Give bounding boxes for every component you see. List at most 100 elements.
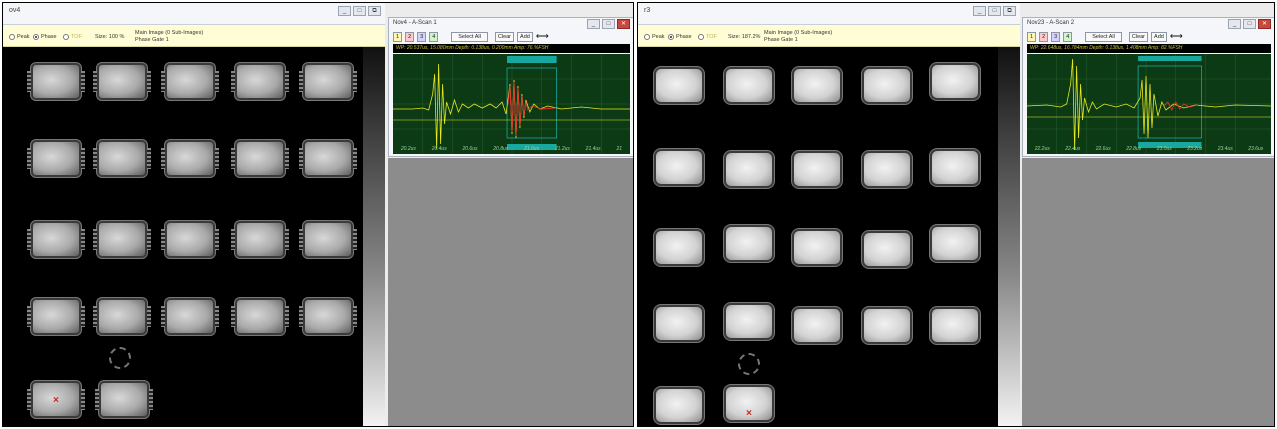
right-ascan-gate-row: 1 2 3 4 Select All Clear Add ⟷ xyxy=(1027,31,1183,42)
gate-1-button[interactable]: 1 xyxy=(393,31,403,42)
maximize-icon[interactable]: □ xyxy=(353,6,366,16)
gate-bar-bottom[interactable] xyxy=(1138,142,1202,148)
resize-arrows-icon[interactable]: ⟷ xyxy=(535,31,549,41)
maximize-icon[interactable]: □ xyxy=(988,6,1001,16)
chip-scan xyxy=(231,65,289,98)
gate-bar-top[interactable] xyxy=(1138,56,1202,61)
chip-scan xyxy=(656,307,702,340)
radio-icon xyxy=(644,34,650,40)
left-ascan-readout: WP: 20.537us, 15.080mm Depth: 0.138us, 0… xyxy=(393,44,630,53)
left-ascan-gate-row: 1 2 3 4 Select All Clear Add ⟷ xyxy=(393,31,549,42)
maximize-icon[interactable]: □ xyxy=(602,19,615,29)
chip-scan xyxy=(932,65,978,98)
chip-scan xyxy=(726,305,772,338)
chip-scan xyxy=(299,300,357,333)
radio-selected-icon xyxy=(33,34,39,40)
chip-scan xyxy=(794,69,840,102)
radio-selected-icon xyxy=(668,34,674,40)
gate-3-button[interactable]: 3 xyxy=(1051,31,1061,42)
chip-scan xyxy=(161,223,219,256)
missing-chip-outline xyxy=(109,347,131,369)
gate-bar-top[interactable] xyxy=(507,56,557,63)
chip-scan xyxy=(726,227,772,260)
resize-arrows-icon[interactable]: ⟷ xyxy=(1169,31,1183,41)
left-ascan-window: Nov4 - A-Scan 1 _ □ ✕ 1 2 3 4 Select All… xyxy=(388,17,633,157)
chip-scan xyxy=(161,300,219,333)
right-cscan-toolbar: Peak Phase TOF Size: 187.2% Main Image (… xyxy=(638,25,1020,47)
chip-scan xyxy=(864,69,910,102)
gate-4-button[interactable]: 4 xyxy=(1063,31,1073,42)
add-button[interactable]: Add xyxy=(1151,31,1167,42)
chip-scan xyxy=(299,223,357,256)
minimize-icon[interactable]: _ xyxy=(973,6,986,16)
chip-scan xyxy=(794,153,840,186)
minimize-icon[interactable]: _ xyxy=(1228,19,1241,29)
right-cscan-image[interactable]: ✕ xyxy=(638,47,1020,426)
cursor-cross-icon: ✕ xyxy=(52,395,60,404)
right-size-readout: Size: 187.2% xyxy=(728,34,761,40)
left-ascan-controls: _ □ ✕ xyxy=(587,19,630,29)
left-ascan-plot[interactable] xyxy=(393,54,630,154)
left-cscan-window: ov4 _ □ ⧉ Peak Phase TOF Size: 100 % Mai… xyxy=(3,3,385,426)
right-scan-window: r3 _ □ ⧉ Peak Phase TOF Size: 187.2% Mai… xyxy=(637,2,1275,427)
chip-scan xyxy=(656,231,702,264)
radio-icon xyxy=(698,34,704,40)
left-color-scale xyxy=(363,47,385,426)
chip-scan xyxy=(231,223,289,256)
chip-scan xyxy=(726,153,772,186)
maximize-icon[interactable]: □ xyxy=(1243,19,1256,29)
clear-button[interactable]: Clear xyxy=(494,31,515,42)
chip-scan xyxy=(27,300,85,333)
restore-icon[interactable]: ⧉ xyxy=(368,6,381,16)
right-waveform-svg xyxy=(1027,54,1271,154)
chip-scan xyxy=(932,151,978,184)
right-ascan-plot[interactable] xyxy=(1027,54,1271,154)
left-radio-phase[interactable]: Phase xyxy=(33,34,57,40)
minimize-icon[interactable]: _ xyxy=(338,6,351,16)
minimize-icon[interactable]: _ xyxy=(587,19,600,29)
radio-icon xyxy=(9,34,15,40)
chip-scan xyxy=(27,65,85,98)
left-radio-tof[interactable]: TOF xyxy=(63,34,82,40)
close-icon[interactable]: ✕ xyxy=(617,19,630,29)
chip-scan xyxy=(299,65,357,98)
chip-scan xyxy=(794,231,840,264)
select-all-button[interactable]: Select All xyxy=(451,31,488,42)
left-radio-peak[interactable]: Peak xyxy=(9,34,30,40)
chip-scan xyxy=(794,309,840,342)
select-all-button[interactable]: Select All xyxy=(1085,31,1122,42)
gate-bar-bottom[interactable] xyxy=(507,144,557,150)
right-color-scale xyxy=(998,47,1020,426)
right-ascan-window: Nov23 - A-Scan 2 _ □ ✕ 1 2 3 4 Select Al… xyxy=(1022,17,1274,157)
right-ascan-controls: _ □ ✕ xyxy=(1228,19,1271,29)
chip-scan xyxy=(161,142,219,175)
chip-scan: ✕ xyxy=(27,383,85,416)
right-ascan-xaxis: 22.2us 22.4us 22.6us 22.8us 23.0us 23.2u… xyxy=(1034,146,1264,152)
right-radio-tof[interactable]: TOF xyxy=(698,34,717,40)
left-ascan-xaxis: 20.2us 20.4us 20.6us 20.8us 21.0us 21.2u… xyxy=(400,146,623,152)
gate-2-button[interactable]: 2 xyxy=(405,31,415,42)
chip-scan xyxy=(864,233,910,266)
gate-2-button[interactable]: 2 xyxy=(1039,31,1049,42)
close-icon[interactable]: ✕ xyxy=(1258,19,1271,29)
chip-scan xyxy=(231,300,289,333)
gate-4-button[interactable]: 4 xyxy=(429,31,439,42)
gate-3-button[interactable]: 3 xyxy=(417,31,427,42)
left-waveform-svg xyxy=(393,54,630,154)
left-cscan-toolbar: Peak Phase TOF Size: 100 % Main Image (0… xyxy=(3,25,385,47)
clear-button[interactable]: Clear xyxy=(1128,31,1149,42)
gate-1-button[interactable]: 1 xyxy=(1027,31,1037,42)
chip-scan xyxy=(93,65,151,98)
gate-box[interactable] xyxy=(506,67,558,139)
chip-scan xyxy=(93,300,151,333)
right-empty-workspace xyxy=(1022,158,1274,426)
left-cscan-image[interactable]: ✕ xyxy=(3,47,385,426)
right-radio-peak[interactable]: Peak xyxy=(644,34,665,40)
missing-chip-outline xyxy=(738,353,760,375)
restore-icon[interactable]: ⧉ xyxy=(1003,6,1016,16)
left-cscan-titlebar: ov4 _ □ ⧉ xyxy=(3,3,385,25)
right-radio-phase[interactable]: Phase xyxy=(668,34,692,40)
add-button[interactable]: Add xyxy=(517,31,533,42)
chip-scan xyxy=(656,69,702,102)
right-window-controls: _ □ ⧉ xyxy=(973,6,1016,16)
